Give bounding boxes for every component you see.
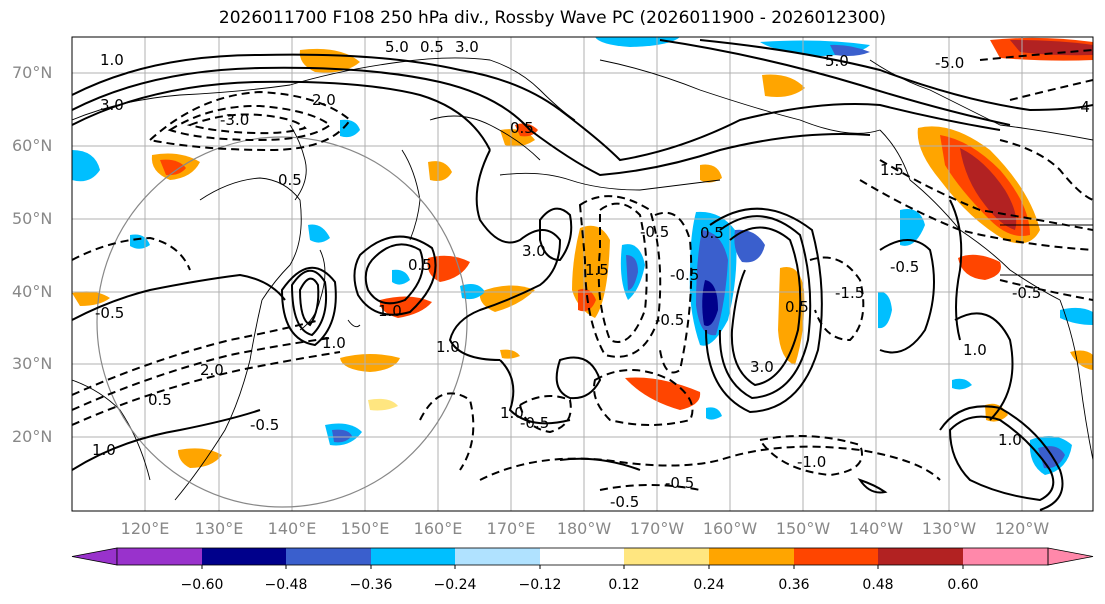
contour-label: 0.5	[700, 224, 724, 242]
colorbar-segment	[202, 548, 286, 565]
contour-label: -0.5	[670, 266, 699, 284]
colorbar-segment	[624, 548, 709, 565]
contour-label: 1.0	[998, 431, 1022, 449]
contour-label: -0.5	[250, 416, 279, 434]
contour-label: 1.0	[322, 334, 346, 352]
contour-label: -0.5	[655, 311, 684, 329]
lat-label: 30°N	[12, 354, 52, 373]
colorbar-extend-low	[71, 547, 118, 566]
contour-label: 0.5	[510, 119, 534, 137]
contour-label: 1.0	[436, 338, 460, 356]
contour-label: 1.0	[963, 341, 987, 359]
lon-label: 120°W	[995, 519, 1050, 538]
colorbar-frame	[116, 547, 1049, 566]
lon-label: 120°E	[121, 519, 170, 538]
lat-label: 70°N	[12, 63, 52, 82]
contour-label: 0.5	[420, 38, 444, 56]
lon-label: 180°W	[557, 519, 612, 538]
colorbar-tick: −0.60	[181, 577, 224, 593]
lon-label: 140°E	[268, 519, 317, 538]
reference-circle	[96, 136, 468, 508]
latitude-labels: 70°N 60°N 50°N 40°N 30°N 20°N	[12, 63, 52, 446]
lat-label: 50°N	[12, 209, 52, 228]
colorbar-segment	[709, 548, 794, 565]
colorbar-extend-high	[1047, 547, 1094, 566]
contour-label: 0.5	[148, 391, 172, 409]
lon-label: 130°W	[922, 519, 977, 538]
colorbar-tick: 0.48	[862, 577, 893, 593]
lon-label: 170°E	[487, 519, 536, 538]
lon-label: 140°W	[849, 519, 904, 538]
colorbar-tick: 0.36	[778, 577, 809, 593]
contour-label: -0.5	[95, 304, 124, 322]
contour-labels: 5.0 0.5 3.0 1.0 3.0 2.0 -3.0 0.5 0.5 -0.…	[92, 38, 1090, 511]
contour-label: 1.5	[585, 261, 609, 279]
lat-label: 20°N	[12, 427, 52, 446]
graticule	[72, 37, 1093, 511]
contour-label: -0.5	[610, 493, 639, 511]
contour-label: 1.0	[100, 51, 124, 69]
colorbar-tick: −0.12	[519, 577, 562, 593]
contour-label: -4	[1075, 98, 1090, 116]
colorbar-tick: −0.48	[265, 577, 308, 593]
lon-label: 150°E	[341, 519, 390, 538]
lat-label: 60°N	[12, 136, 52, 155]
contour-label: 5.0	[385, 38, 409, 56]
colorbar-tick: −0.24	[434, 577, 477, 593]
map-title: 2026011700 F108 250 hPa div., Rossby Wav…	[218, 8, 887, 28]
contour-label: 2.0	[200, 361, 224, 379]
contour-label: 1.0	[92, 441, 116, 459]
lon-label: 150°W	[776, 519, 831, 538]
colorbar-tick: 0.24	[693, 577, 724, 593]
colorbar-segment	[455, 548, 540, 565]
dashed-contours	[72, 49, 1093, 491]
colorbar-tick: 0.60	[947, 577, 978, 593]
contour-label: -5.0	[935, 54, 964, 72]
contour-label: 5.0	[825, 52, 849, 70]
colorbar	[71, 547, 1094, 569]
contour-label: 0.5	[278, 171, 302, 189]
contour-label: -0.5	[890, 258, 919, 276]
contour-label: 3.0	[100, 96, 124, 114]
colorbar-segment	[540, 548, 624, 565]
colorbar-tick: −0.36	[350, 577, 393, 593]
colorbar-segment	[371, 548, 455, 565]
lon-label: 170°W	[630, 519, 685, 538]
map-frame	[71, 36, 1094, 512]
colorbar-segment	[878, 548, 963, 565]
lon-label: 160°W	[703, 519, 758, 538]
contour-label: 2.0	[312, 91, 336, 109]
contour-label: -0.5	[520, 414, 549, 432]
colorbar-ticks: −0.60 −0.48 −0.36 −0.24 −0.12 0.12 0.24 …	[181, 577, 979, 593]
map-panel: 5.0 0.5 3.0 1.0 3.0 2.0 -3.0 0.5 0.5 -0.…	[72, 37, 1093, 511]
contour-label: -3.0	[220, 111, 249, 129]
contour-label: 0.5	[408, 256, 432, 274]
contour-label: -0.5	[665, 474, 694, 492]
contour-label: 3.0	[455, 38, 479, 56]
colorbar-segment	[963, 548, 1048, 565]
lon-label: 160°E	[414, 519, 463, 538]
contour-label: -1.5	[835, 284, 864, 302]
contour-label: 1.0	[378, 302, 402, 320]
contour-label: 3.0	[750, 358, 774, 376]
contour-label: 1.0	[500, 404, 524, 422]
colorbar-segment	[286, 548, 371, 565]
lon-label: 130°E	[195, 519, 244, 538]
solid-contours	[72, 39, 1093, 511]
contour-label: -0.5	[1012, 284, 1041, 302]
colorbar-segment	[117, 548, 202, 565]
lat-label: 40°N	[12, 282, 52, 301]
longitude-labels: 120°E 130°E 140°E 150°E 160°E 170°E 180°…	[121, 519, 1050, 538]
contour-label: 0.5	[785, 298, 809, 316]
contour-label: -1.0	[797, 453, 826, 471]
colorbar-segment	[794, 548, 878, 565]
contour-label: 3.0	[522, 242, 546, 260]
colorbar-tick: 0.12	[608, 577, 639, 593]
contour-label: -0.5	[640, 223, 669, 241]
contour-label: 1.5	[880, 161, 904, 179]
